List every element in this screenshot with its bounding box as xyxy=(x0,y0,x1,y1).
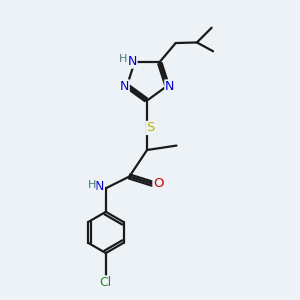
Text: H: H xyxy=(88,180,96,190)
Text: N: N xyxy=(95,180,104,193)
Text: Cl: Cl xyxy=(100,276,112,289)
Text: H: H xyxy=(119,54,128,64)
Text: N: N xyxy=(128,55,137,68)
Text: N: N xyxy=(120,80,129,93)
Text: O: O xyxy=(153,177,164,190)
Text: S: S xyxy=(146,122,155,134)
Text: N: N xyxy=(165,80,174,93)
